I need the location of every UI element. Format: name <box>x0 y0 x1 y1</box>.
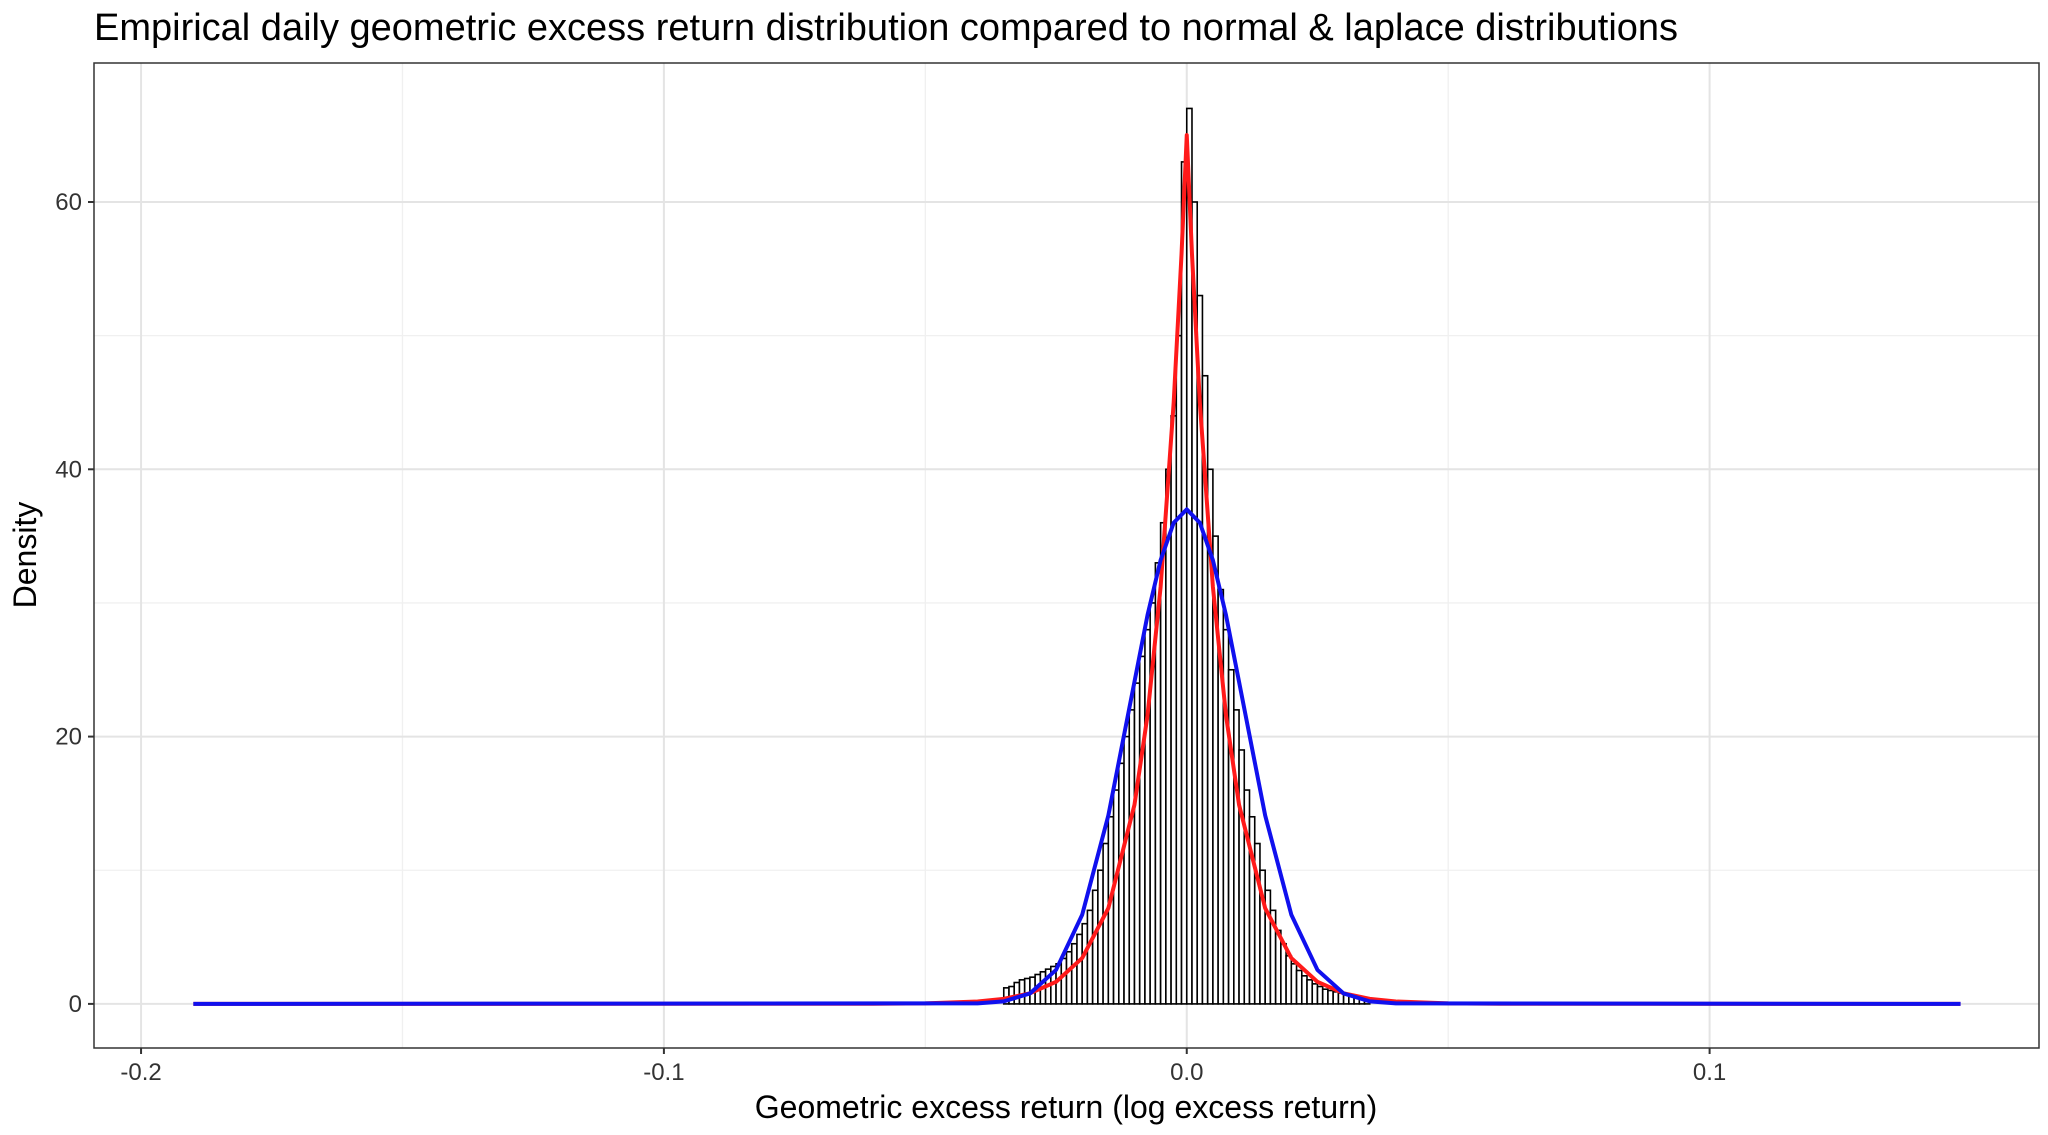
chart-title: Empirical daily geometric excess return … <box>94 7 1678 49</box>
panel-border <box>93 62 2040 1049</box>
density-curve <box>193 133 1961 1006</box>
y-tick-label: 60 <box>55 189 82 216</box>
y-tick-label: 40 <box>55 456 82 483</box>
y-tick-label: 20 <box>55 724 82 751</box>
density-curve <box>193 507 1961 1006</box>
x-tick-label: 0.0 <box>1170 1059 1203 1086</box>
x-tick-label: -0.2 <box>120 1059 161 1086</box>
y-axis-label: Density <box>7 502 43 609</box>
x-tick-label: -0.1 <box>643 1059 684 1086</box>
y-tick-label: 0 <box>69 991 82 1018</box>
x-axis-label: Geometric excess return (log excess retu… <box>755 1089 1377 1125</box>
x-tick-label: 0.1 <box>1693 1059 1726 1086</box>
